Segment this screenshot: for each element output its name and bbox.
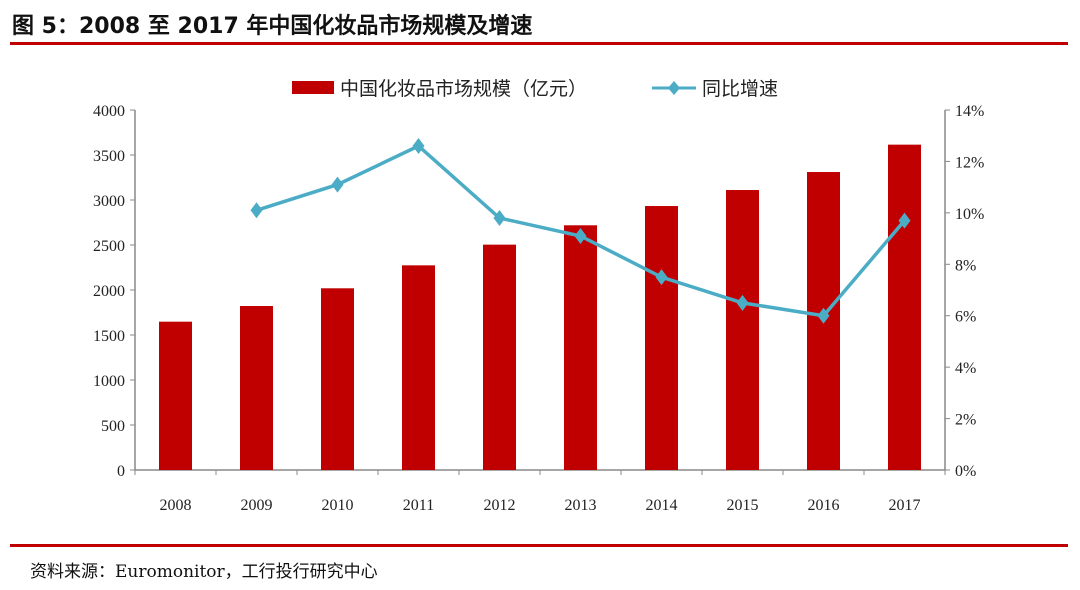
x-tick-label: 2009: [241, 497, 273, 514]
left-tick-label: 1500: [93, 328, 125, 345]
bar-2014: [645, 206, 678, 470]
x-tick-label: 2008: [160, 497, 192, 514]
x-tick-label: 2015: [727, 497, 759, 514]
right-tick-label: 6%: [955, 309, 976, 326]
x-tick-label: 2013: [565, 497, 597, 514]
left-tick-label: 2500: [93, 238, 125, 255]
left-tick-label: 3000: [93, 193, 125, 210]
bar-2008: [159, 321, 192, 470]
left-tick-label: 0: [117, 463, 125, 480]
bar-2015: [726, 190, 759, 470]
x-tick-label: 2016: [808, 497, 840, 514]
x-tick-label: 2017: [889, 497, 921, 514]
legend: 中国化妆品市场规模（亿元） 同比增速: [292, 78, 778, 100]
right-tick-label: 12%: [955, 154, 984, 171]
bar-2011: [402, 265, 435, 470]
bar-2010: [321, 288, 354, 470]
source-note: 资料来源：Euromonitor，工行投行研究中心: [30, 562, 378, 582]
left-tick-label: 3500: [93, 148, 125, 165]
growth-point-2011: [412, 138, 425, 154]
x-tick-label: 2010: [322, 497, 354, 514]
legend-bar-label: 中国化妆品市场规模（亿元）: [340, 78, 587, 100]
growth-point-2016: [817, 307, 830, 324]
growth-point-2010: [331, 176, 344, 193]
growth-point-2013: [574, 228, 587, 244]
growth-point-2015: [736, 294, 749, 311]
bar-2012: [483, 244, 516, 470]
left-tick-label: 1000: [93, 373, 125, 390]
legend-diamond-icon: [668, 81, 680, 95]
legend-bar-swatch: [292, 81, 334, 94]
left-tick-label: 4000: [93, 103, 125, 120]
left-tick-label: 2000: [93, 283, 125, 300]
x-tick-label: 2011: [403, 497, 434, 514]
x-tick-label: 2012: [484, 497, 516, 514]
figure-title: 图 5：2008 至 2017 年中国化妆品市场规模及增速: [12, 14, 533, 39]
right-tick-label: 10%: [955, 206, 984, 223]
bottom-rule: [10, 544, 1068, 547]
legend-line-label: 同比增速: [702, 78, 778, 100]
top-rule: [10, 42, 1068, 45]
growth-point-2014: [655, 269, 668, 286]
growth-point-2009: [250, 202, 263, 219]
right-tick-label: 2%: [955, 412, 976, 429]
bar-2013: [564, 225, 597, 470]
growth-point-2017: [898, 212, 911, 229]
growth-point-2012: [493, 210, 506, 226]
bar-2017: [888, 144, 921, 470]
right-tick-label: 14%: [955, 103, 984, 120]
x-tick-label: 2014: [646, 497, 678, 514]
right-tick-label: 0%: [955, 463, 976, 480]
bar-2009: [240, 306, 273, 470]
right-tick-label: 4%: [955, 360, 976, 377]
right-tick-label: 8%: [955, 257, 976, 274]
left-tick-label: 500: [101, 418, 125, 435]
